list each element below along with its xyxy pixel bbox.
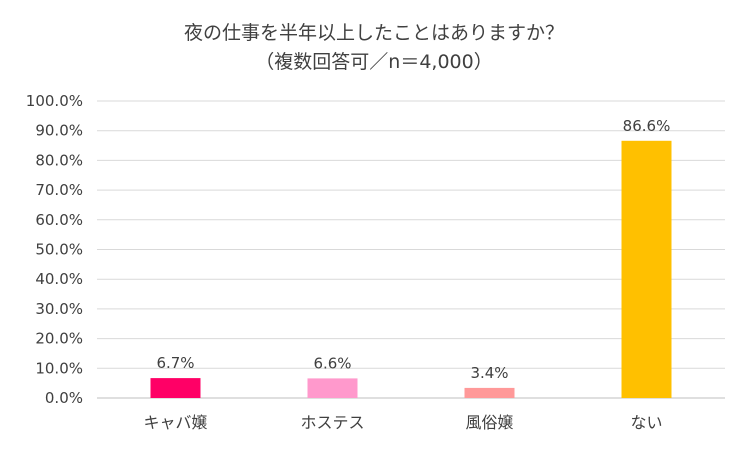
y-tick-label: 0.0% [45, 389, 83, 407]
y-tick-label: 100.0% [26, 92, 83, 110]
data-label: 86.6% [623, 117, 671, 135]
y-tick-label: 70.0% [35, 181, 83, 199]
y-axis-tick-labels: 0.0% 10.0% 20.0% 30.0% 40.0% 50.0% 60.0% 70.0% 8… [26, 92, 83, 407]
bar [464, 387, 515, 398]
data-label: 3.4% [470, 364, 508, 382]
y-tick-label: 50.0% [35, 241, 83, 259]
category-label: ホステス [300, 413, 364, 432]
y-tick-label: 10.0% [35, 359, 83, 377]
gridlines [97, 100, 725, 399]
data-labels: 6.7% 6.6% 3.4% 86.6% [156, 117, 670, 382]
y-tick-label: 40.0% [35, 270, 83, 288]
data-label: 6.7% [156, 354, 194, 372]
data-label: 6.6% [313, 354, 351, 372]
category-label: キャバ嬢 [143, 413, 207, 432]
category-label: 風俗嬢 [465, 413, 513, 432]
y-tick-label: 20.0% [35, 330, 83, 348]
bar [621, 140, 672, 398]
x-axis-category-labels: キャバ嬢 ホステス 風俗嬢 ない [143, 413, 662, 432]
bar [150, 378, 201, 398]
chart-title-line-1: 夜の仕事を半年以上したことはありますか？ [184, 22, 564, 44]
y-tick-label: 60.0% [35, 211, 83, 229]
bar [307, 378, 358, 398]
bars [150, 140, 672, 398]
y-tick-label: 80.0% [35, 151, 83, 169]
y-tick-label: 30.0% [35, 300, 83, 318]
chart-title-line-2: （複数回答可／n＝4,000） [255, 51, 492, 73]
y-tick-label: 90.0% [35, 122, 83, 140]
category-label: ない [630, 413, 662, 432]
